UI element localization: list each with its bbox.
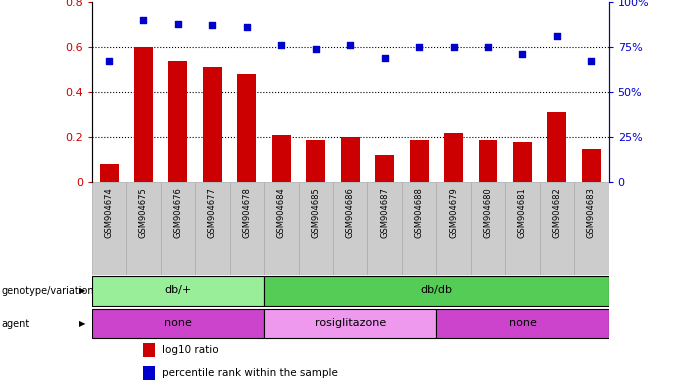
Text: GSM904687: GSM904687 <box>380 187 389 238</box>
Bar <box>264 309 437 338</box>
Bar <box>92 276 264 306</box>
Text: db/+: db/+ <box>165 285 192 295</box>
Text: GSM904679: GSM904679 <box>449 187 458 238</box>
Text: GSM904685: GSM904685 <box>311 187 320 238</box>
Bar <box>92 182 126 275</box>
Bar <box>134 47 153 182</box>
Text: GSM904678: GSM904678 <box>242 187 252 238</box>
Point <box>345 42 356 48</box>
Point <box>413 44 424 50</box>
Bar <box>264 276 609 306</box>
Bar <box>299 182 333 275</box>
Text: GSM904688: GSM904688 <box>415 187 424 238</box>
Bar <box>437 309 609 338</box>
Text: none: none <box>164 318 192 328</box>
Text: rosiglitazone: rosiglitazone <box>315 318 386 328</box>
Bar <box>479 139 498 182</box>
Bar <box>99 164 118 182</box>
Point <box>138 17 149 23</box>
Text: none: none <box>509 318 537 328</box>
Bar <box>195 182 230 275</box>
Point <box>310 46 321 52</box>
Bar <box>471 182 505 275</box>
Bar <box>92 309 264 338</box>
Bar <box>264 182 299 275</box>
Text: GSM904683: GSM904683 <box>587 187 596 238</box>
Bar <box>237 74 256 182</box>
Bar <box>409 139 428 182</box>
Text: agent: agent <box>1 318 30 329</box>
Bar <box>367 182 402 275</box>
Bar <box>333 182 367 275</box>
Text: GSM904686: GSM904686 <box>345 187 355 238</box>
Text: log10 ratio: log10 ratio <box>162 345 218 355</box>
Bar <box>582 149 601 182</box>
Text: genotype/variation: genotype/variation <box>1 286 94 296</box>
Point <box>276 42 287 48</box>
Bar <box>126 182 160 275</box>
Bar <box>574 182 609 275</box>
Text: GSM904676: GSM904676 <box>173 187 182 238</box>
Point <box>241 24 252 30</box>
Point <box>586 58 597 65</box>
Bar <box>143 343 155 357</box>
Bar <box>375 156 394 182</box>
Point <box>207 22 218 28</box>
Text: percentile rank within the sample: percentile rank within the sample <box>162 368 337 378</box>
Text: ▶: ▶ <box>78 286 85 295</box>
Bar <box>272 135 291 182</box>
Bar <box>169 61 188 182</box>
Point <box>379 55 390 61</box>
Text: db/db: db/db <box>420 285 452 295</box>
Text: GSM904677: GSM904677 <box>208 187 217 238</box>
Text: GSM904675: GSM904675 <box>139 187 148 238</box>
Point <box>551 33 562 39</box>
Text: GSM904674: GSM904674 <box>105 187 114 238</box>
Bar <box>306 139 325 182</box>
Bar <box>203 67 222 182</box>
Bar <box>160 182 195 275</box>
Bar <box>230 182 264 275</box>
Text: GSM904682: GSM904682 <box>552 187 562 238</box>
Bar <box>505 182 540 275</box>
Bar <box>437 182 471 275</box>
Bar <box>143 366 155 380</box>
Bar <box>444 133 463 182</box>
Bar <box>547 113 566 182</box>
Point <box>103 58 114 65</box>
Text: ▶: ▶ <box>78 319 85 328</box>
Text: GSM904680: GSM904680 <box>483 187 492 238</box>
Point <box>448 44 459 50</box>
Point <box>517 51 528 57</box>
Bar <box>341 137 360 182</box>
Text: GSM904681: GSM904681 <box>518 187 527 238</box>
Bar <box>513 142 532 182</box>
Bar <box>540 182 574 275</box>
Point <box>483 44 494 50</box>
Bar <box>402 182 437 275</box>
Text: GSM904684: GSM904684 <box>277 187 286 238</box>
Point <box>173 20 184 26</box>
